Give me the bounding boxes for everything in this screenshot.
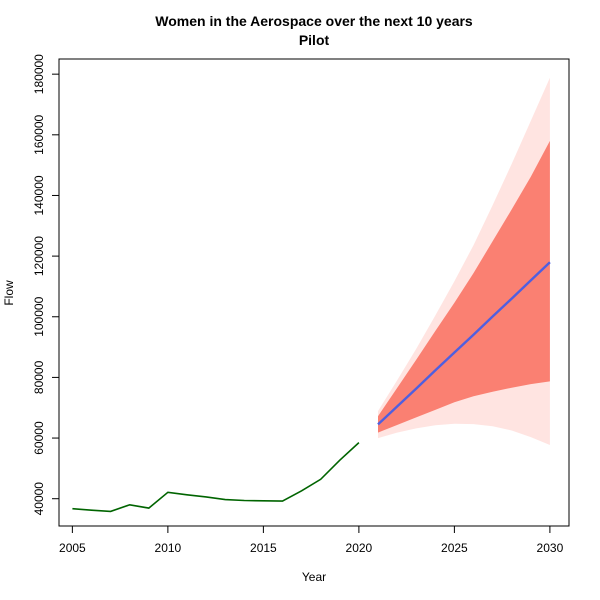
y-tick-label: 140000 xyxy=(32,175,46,215)
y-tick-label: 180000 xyxy=(32,54,46,94)
y-axis: 40000 60000 80000 100000 120000 140000 160000 1… xyxy=(32,54,60,516)
x-tick-label: 2015 xyxy=(250,541,277,555)
y-tick-label: 40000 xyxy=(32,482,46,516)
x-tick-label: 2010 xyxy=(155,541,182,555)
x-tick-label: 2005 xyxy=(59,541,86,555)
y-tick-label: 80000 xyxy=(32,360,46,394)
x-tick-label: 2020 xyxy=(346,541,373,555)
y-tick-label: 160000 xyxy=(32,114,46,154)
chart-subtitle: Pilot xyxy=(299,32,330,48)
y-tick-label: 60000 xyxy=(32,421,46,455)
series-lines xyxy=(72,261,551,513)
forecast-series-line xyxy=(377,261,551,426)
y-tick-label: 120000 xyxy=(32,236,46,276)
y-tick-label: 100000 xyxy=(32,296,46,336)
x-axis: 2005 2010 2015 2020 2025 2030 xyxy=(59,525,564,555)
y-axis-label: Flow xyxy=(2,280,16,306)
band-80-area xyxy=(378,140,550,433)
chart-title: Women in the Aerospace over the next 10 … xyxy=(155,13,473,29)
historical-series-line xyxy=(72,442,360,513)
x-tick-label: 2030 xyxy=(537,541,564,555)
confidence-bands xyxy=(378,77,550,446)
x-tick-label: 2025 xyxy=(441,541,468,555)
x-axis-label: Year xyxy=(302,570,326,584)
